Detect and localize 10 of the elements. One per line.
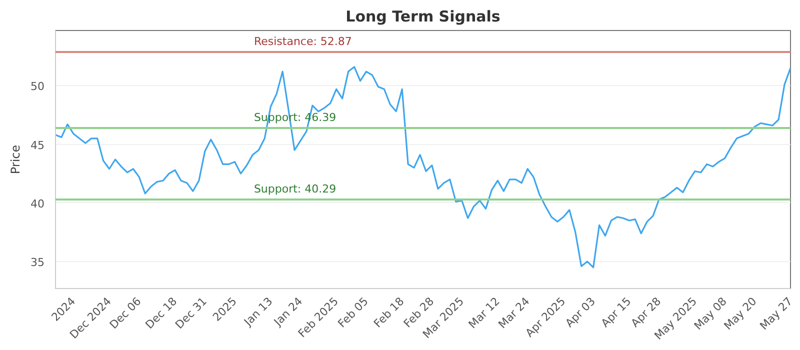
ref-line-label: Support: 40.29 — [254, 182, 336, 196]
line-series — [56, 66, 790, 268]
ref-line-label: Resistance: 52.87 — [254, 34, 352, 48]
y-tick-label: 35 — [30, 256, 45, 270]
x-tick-label: Jan 13 — [240, 294, 276, 330]
y-axis-title: Price — [8, 144, 23, 174]
chart-title: Long Term Signals — [346, 8, 500, 26]
y-tick-label: 40 — [30, 197, 45, 210]
y-tick-label: 50 — [30, 80, 45, 94]
y-tick-label: 45 — [30, 138, 45, 152]
